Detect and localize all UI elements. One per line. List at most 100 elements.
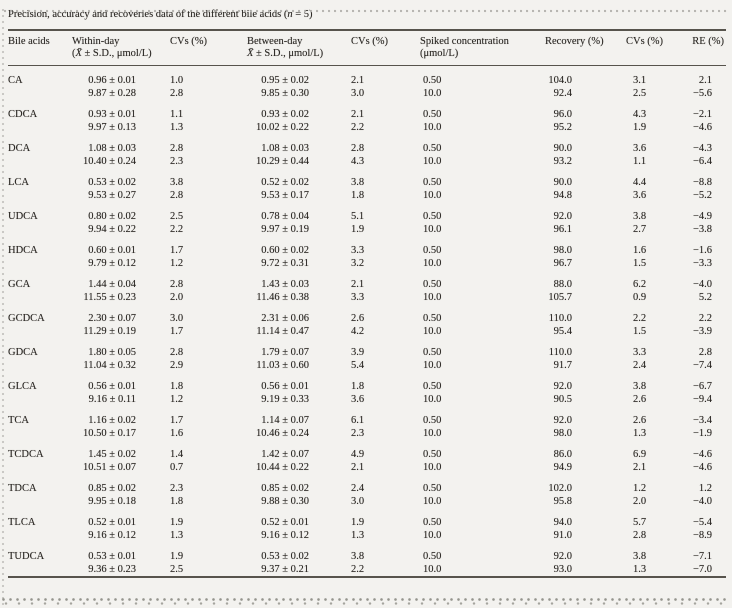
within-day-value: 0.96 ± 0.01	[88, 75, 136, 86]
spiked-concentration: 0.50	[423, 449, 442, 460]
between-day-cv: 2.1	[351, 75, 365, 86]
within-day-value: 9.53 ± 0.27	[88, 190, 136, 201]
table-header: Bile acids Within-day (X̄ ± S.D., μmol/L) C…	[8, 30, 726, 66]
recovery-cv: 0.9	[633, 292, 647, 303]
within-day-cv: 1.9	[170, 517, 184, 528]
relative-error: 2.8	[698, 347, 712, 358]
relative-error: 2.1	[698, 75, 712, 86]
table-row: UDCA 0.80 ± 0.02 2.5 0.78 ± 0.04 5.1 0.50 92.0…	[8, 202, 726, 223]
recovery-value: 92.0	[553, 211, 572, 222]
bile-acid-label: HDCA	[8, 245, 38, 256]
within-day-value: 11.04 ± 0.32	[83, 360, 136, 371]
spiked-concentration: 0.50	[423, 177, 442, 188]
relative-error: 2.2	[698, 313, 712, 324]
between-day-value: 11.46 ± 0.38	[256, 292, 309, 303]
relative-error: −4.6	[692, 449, 712, 460]
within-day-value: 0.52 ± 0.01	[88, 517, 136, 528]
relative-error: −8.9	[692, 530, 712, 541]
spiked-concentration: 10.0	[423, 122, 442, 133]
spiked-concentration: 0.50	[423, 517, 442, 528]
spiked-concentration: 0.50	[423, 245, 442, 256]
recovery-cv: 2.2	[633, 313, 647, 324]
between-day-value: 0.52 ± 0.02	[261, 177, 309, 188]
table-row: GCA 1.44 ± 0.04 2.8 1.43 ± 0.03 2.1 0.50 88.0 6…	[8, 270, 726, 291]
table-row: 9.16 ± 0.12 1.3 9.16 ± 0.12 1.3 10.0 91.0 2.8 −…	[8, 529, 726, 542]
within-day-value: 10.51 ± 0.07	[82, 462, 136, 473]
between-day-cv: 3.0	[351, 88, 365, 99]
table-row: 9.97 ± 0.13 1.3 10.02 ± 0.22 2.2 10.0 95.2 1.9…	[8, 121, 726, 134]
relative-error: −3.9	[692, 326, 712, 337]
bile-acid-label: GLCA	[8, 381, 37, 392]
between-day-cv: 4.2	[351, 326, 365, 337]
bile-acid-label: TLCA	[8, 517, 36, 528]
recovery-value: 96.1	[553, 224, 572, 235]
column-header-label: RE (%)	[692, 36, 724, 47]
spiked-concentration: 0.50	[423, 279, 442, 290]
bile-acid-label: CA	[8, 75, 23, 86]
column-header-sublabel: X̄ ± S.D., μmol/L)	[247, 48, 324, 59]
table-body: CA 0.96 ± 0.01 1.0 0.95 ± 0.02 2.1 0.50 104.0 3…	[8, 66, 726, 578]
between-day-value: 9.72 ± 0.31	[261, 258, 309, 269]
between-day-cv: 2.8	[351, 143, 365, 154]
column-header-7: Recovery (%)	[545, 30, 626, 66]
bile-acid-label: TCDCA	[8, 449, 44, 460]
relative-error: −3.8	[692, 224, 712, 235]
column-header-2: Within-day (X̄ ± S.D., μmol/L)	[72, 30, 152, 66]
recovery-value: 86.0	[553, 449, 572, 460]
recovery-value: 92.0	[553, 415, 572, 426]
between-day-value: 11.14 ± 0.47	[256, 326, 309, 337]
recovery-value: 93.2	[553, 156, 572, 167]
recovery-cv: 2.6	[633, 394, 647, 405]
relative-error: −4.6	[692, 122, 712, 133]
between-day-cv: 3.3	[351, 245, 365, 256]
recovery-value: 94.0	[553, 517, 572, 528]
scan-artifact-bottom-dots	[2, 597, 730, 606]
column-header-9: RE (%)	[688, 30, 726, 66]
within-day-cv: 2.3	[170, 483, 184, 494]
spiked-concentration: 10.0	[423, 190, 442, 201]
column-header-label: Between-day	[247, 36, 303, 47]
within-day-value: 9.79 ± 0.12	[88, 258, 136, 269]
relative-error: −6.4	[692, 156, 712, 167]
recovery-value: 95.4	[553, 326, 572, 337]
recovery-cv: 1.5	[633, 258, 647, 269]
spiked-concentration: 10.0	[423, 496, 442, 507]
spiked-concentration: 0.50	[423, 551, 442, 562]
recovery-cv: 2.5	[633, 88, 647, 99]
within-day-value: 9.87 ± 0.28	[88, 88, 136, 99]
table-row: 10.51 ± 0.07 0.7 10.44 ± 0.22 2.1 10.0 94.9 2.…	[8, 461, 726, 474]
within-day-cv: 2.8	[170, 143, 184, 154]
within-day-cv: 1.2	[170, 394, 184, 405]
within-day-value: 11.55 ± 0.23	[83, 292, 136, 303]
within-day-value: 0.56 ± 0.01	[88, 381, 136, 392]
header-row: Bile acids Within-day (X̄ ± S.D., μmol/L) C…	[8, 30, 726, 66]
within-day-cv: 1.1	[170, 109, 184, 120]
recovery-cv: 1.2	[633, 483, 647, 494]
between-day-value: 10.29 ± 0.44	[255, 156, 309, 167]
table-row: GDCA 1.80 ± 0.05 2.8 1.79 ± 0.07 3.9 0.50 110.…	[8, 338, 726, 359]
recovery-cv: 3.6	[633, 190, 647, 201]
within-day-cv: 1.2	[170, 258, 184, 269]
recovery-value: 96.7	[553, 258, 572, 269]
between-day-value: 1.08 ± 0.03	[261, 143, 309, 154]
spiked-concentration: 0.50	[423, 347, 442, 358]
between-day-cv: 2.3	[351, 428, 365, 439]
column-header-label: Bile acids	[8, 36, 50, 47]
table-row: 11.04 ± 0.32 2.9 11.03 ± 0.60 5.4 10.0 91.7 2.…	[8, 359, 726, 372]
table-row: TUDCA 0.53 ± 0.01 1.9 0.53 ± 0.02 3.8 0.50 92.…	[8, 542, 726, 563]
between-day-cv: 1.9	[351, 224, 365, 235]
within-day-value: 9.16 ± 0.12	[88, 530, 136, 541]
between-day-value: 10.46 ± 0.24	[255, 428, 309, 439]
within-day-cv: 2.8	[170, 88, 184, 99]
table-row: CDCA 0.93 ± 0.01 1.1 0.93 ± 0.02 2.1 0.50 96.0…	[8, 100, 726, 121]
recovery-cv: 2.8	[633, 530, 647, 541]
table-row: TLCA 0.52 ± 0.01 1.9 0.52 ± 0.01 1.9 0.50 94.0…	[8, 508, 726, 529]
table-row: DCA 1.08 ± 0.03 2.8 1.08 ± 0.03 2.8 0.50 90.0 3…	[8, 134, 726, 155]
table-row: 9.79 ± 0.12 1.2 9.72 ± 0.31 3.2 10.0 96.7 1.5 −…	[8, 257, 726, 270]
bile-acid-label: TCA	[8, 415, 29, 426]
within-day-cv: 2.5	[170, 564, 184, 575]
spiked-concentration: 0.50	[423, 211, 442, 222]
spiked-concentration: 10.0	[423, 564, 442, 575]
bile-acid-label: TDCA	[8, 483, 37, 494]
bile-acid-label: GCDCA	[8, 313, 45, 324]
